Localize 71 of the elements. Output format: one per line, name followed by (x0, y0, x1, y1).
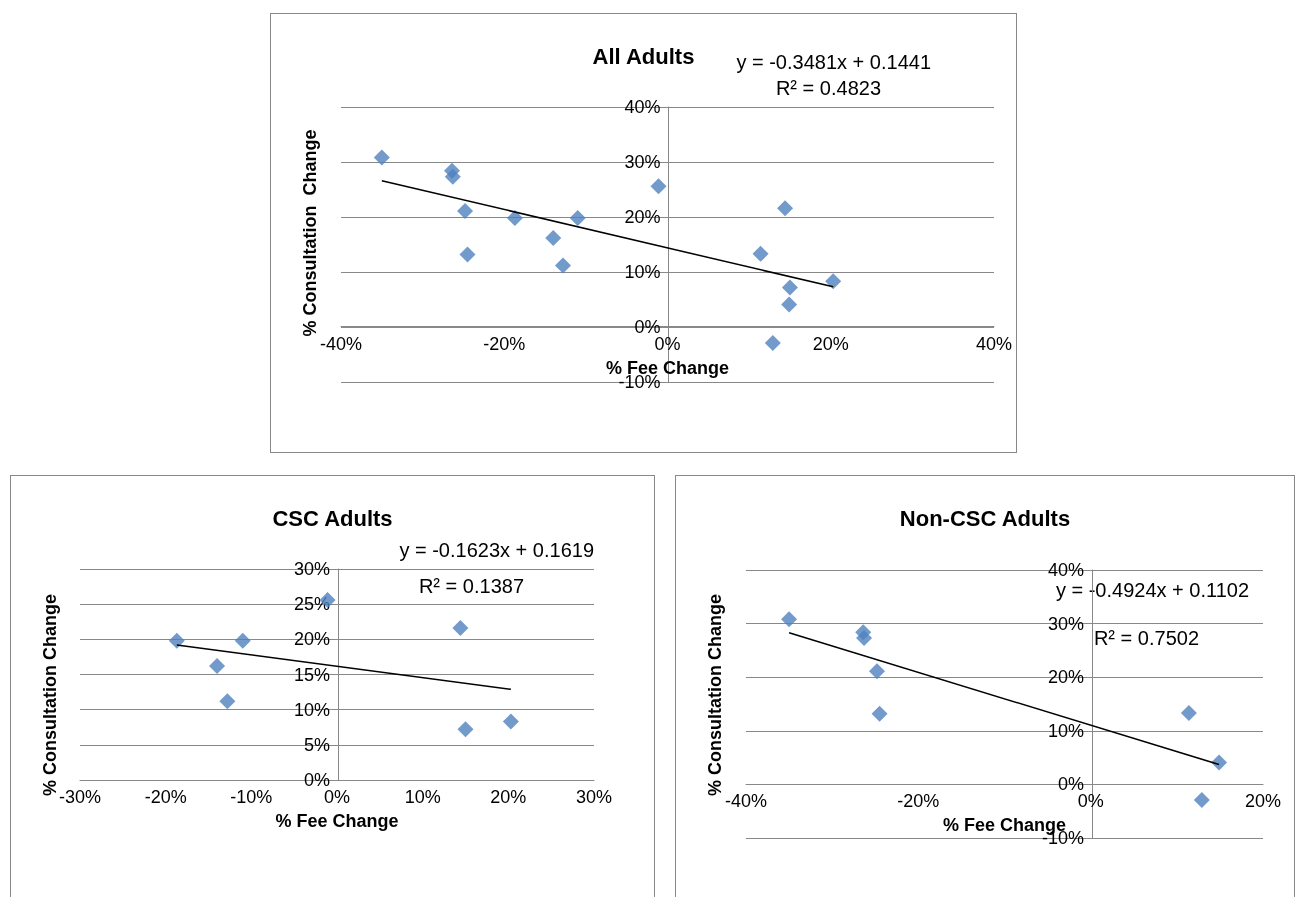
y-tick-label: 10% (293, 699, 330, 720)
x-tick-label: 10% (404, 787, 441, 807)
text: R² = 0.4823 (775, 77, 882, 99)
y-tick-label: 20% (624, 207, 661, 227)
y-tick-label: 30% (1047, 613, 1084, 634)
point (1193, 791, 1210, 808)
y-tick-label: 0% (303, 770, 330, 790)
point (234, 632, 251, 649)
annotation: y = -0.4924x + 0.1102 (1055, 579, 1249, 601)
y-tick-label: 40% (624, 97, 661, 117)
x-tick-label: -20% (483, 333, 526, 354)
point (868, 663, 885, 680)
point (452, 620, 469, 637)
point (1180, 705, 1197, 722)
point (825, 273, 842, 290)
point (502, 713, 519, 730)
x-tick-label: 40% (975, 333, 1013, 354)
x-tick-label: 0% (1077, 791, 1104, 811)
point (650, 178, 667, 195)
point (871, 705, 888, 722)
y-tick-label: 10% (624, 262, 661, 282)
x-axis-title: % Fee Change (275, 811, 399, 831)
y-tick-label: 20% (293, 629, 330, 650)
y-tick-label: 40% (1047, 560, 1084, 580)
y-tick-label: 30% (624, 152, 661, 172)
x-tick-label: 20% (1244, 791, 1282, 811)
annotation: R² = 0.7502 (1093, 627, 1200, 649)
x-tick-label: -40% (724, 791, 768, 811)
x-tick-label: 20% (812, 333, 849, 354)
point (777, 200, 794, 217)
point (459, 246, 476, 263)
point (444, 168, 461, 185)
point (373, 149, 390, 166)
point (764, 334, 781, 351)
chart-title: Non-CSC Adults (899, 505, 1071, 531)
x-tick-label: -30% (58, 787, 102, 807)
text: y = -0.1623x + 0.1619 (399, 539, 594, 561)
y-axis-title: % Consultation Change (40, 594, 60, 796)
text: y = -0.3481x + 0.1441 (736, 51, 931, 73)
y-tick-label: 30% (293, 559, 330, 579)
x-tick-label: 20% (490, 787, 527, 807)
chart-title: All Adults (592, 43, 695, 69)
chart-title: CSC Adults (272, 505, 393, 531)
x-tick-label: -10% (230, 787, 273, 807)
y-tick-label: 15% (293, 664, 330, 685)
x-tick-label: -20% (144, 787, 187, 807)
y-axis-title: % Consultation Change (705, 594, 725, 796)
point (856, 630, 873, 647)
annotation: R² = 0.1387 (418, 575, 525, 597)
point (457, 202, 474, 219)
point (506, 210, 523, 227)
point (781, 296, 798, 313)
y-tick-label: 10% (1047, 720, 1084, 741)
y-tick-label: 5% (303, 734, 330, 755)
y-axis-title: % Consultation Change (300, 129, 320, 337)
point (168, 632, 185, 649)
point (781, 279, 798, 296)
point (209, 658, 226, 675)
x-tick-label: -40% (319, 333, 363, 354)
point (219, 693, 236, 710)
y-tick-label: 25% (293, 594, 330, 615)
y-tick-label: 20% (1047, 667, 1084, 688)
x-tick-label: -20% (897, 791, 940, 811)
point (569, 210, 586, 227)
point (555, 257, 572, 274)
point (457, 721, 474, 738)
point (752, 245, 769, 262)
x-tick-label: 30% (575, 787, 613, 807)
point (545, 229, 562, 246)
x-tick-label: 0% (323, 787, 351, 807)
point (781, 611, 798, 628)
